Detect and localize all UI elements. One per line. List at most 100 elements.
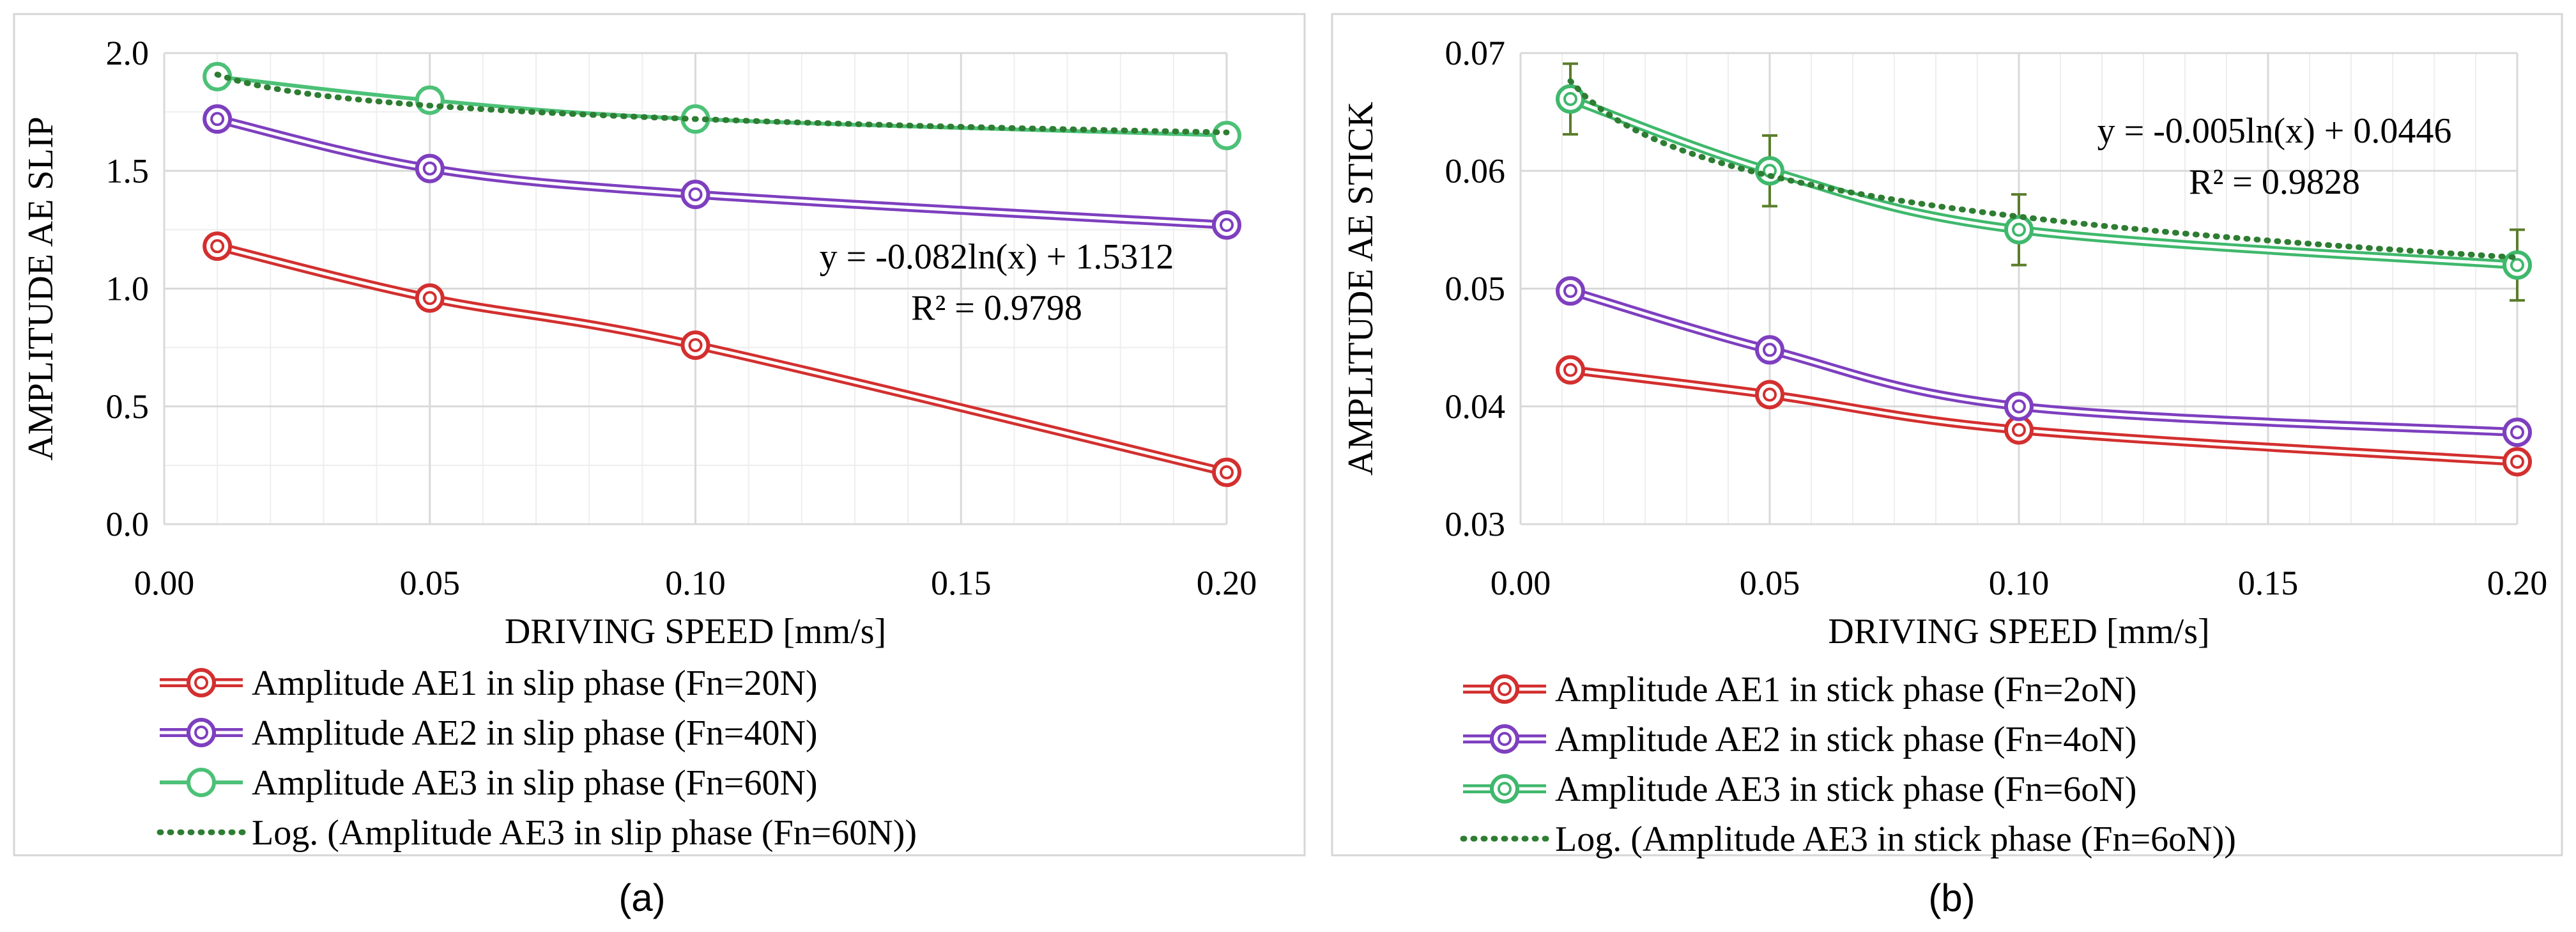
x-axis-title: DRIVING SPEED [mm/s]	[1828, 612, 2209, 651]
data-point	[680, 330, 710, 360]
data-point-inner	[1763, 387, 1777, 402]
data-point	[203, 231, 233, 261]
legend-swatch-marker-inner	[194, 676, 208, 690]
legend-label: Log. (Amplitude AE3 in slip phase (Fn=60…	[252, 813, 917, 853]
x-tick-label: 0.15	[2238, 564, 2299, 602]
legend-label: Amplitude AE2 in stick phase (Fn=4oN)	[1555, 720, 2136, 759]
y-axis-title: AMPLITUDE AE STICK	[1341, 102, 1381, 476]
legend-swatch-marker-inner	[1498, 732, 1512, 746]
data-point-inner	[2012, 222, 2026, 237]
data-point	[415, 283, 445, 313]
series-line-inner	[1568, 97, 2519, 267]
y-tick-label: 0.07	[1445, 34, 1506, 72]
chart-panel-a: 0.00 0.05 0.10 0.15 0.20 0.0 0.5 1.0 1.5 2.0 DRIVI…	[13, 13, 1306, 857]
legend-swatch-marker	[187, 668, 216, 697]
legend: Amplitude AE1 in slip phase (Fn=20N) Ampl…	[157, 664, 917, 853]
series-2	[1556, 276, 2532, 447]
data-point-inner	[2510, 258, 2524, 272]
data-point	[680, 180, 710, 210]
legend-item: Amplitude AE3 in slip phase (Fn=60N)	[160, 763, 818, 803]
data-point	[1755, 380, 1784, 410]
y-tick-label: 0.0	[106, 505, 150, 543]
data-point	[1212, 120, 1241, 150]
data-point-inner	[2510, 454, 2524, 469]
data-point	[1556, 355, 1585, 385]
x-axis-title: DRIVING SPEED [mm/s]	[505, 612, 886, 651]
legend-item: Amplitude AE1 in stick phase (Fn=2oN)	[1463, 670, 2136, 710]
x-tick-label: 0.05	[400, 564, 461, 602]
series-1	[1556, 355, 2532, 477]
data-point-inner	[1563, 284, 1577, 299]
trendline-equation: y = -0.082ln(x) + 1.5312	[820, 237, 1174, 277]
x-tick-label: 0.10	[1989, 564, 2050, 602]
x-tick-label: 0.05	[1740, 564, 1800, 602]
data-point	[1755, 335, 1784, 365]
y-tick-label: 0.5	[106, 387, 150, 426]
series-line-inner	[1568, 289, 2519, 434]
data-point-inner	[1563, 362, 1577, 377]
data-point-inner	[1563, 91, 1577, 106]
x-tick-label: 0.00	[1491, 564, 1551, 602]
data-point	[1556, 84, 1585, 114]
data-point	[2503, 250, 2532, 280]
legend-item: Log. (Amplitude AE3 in stick phase (Fn=6…	[1460, 819, 2236, 859]
y-tick-label: 1.0	[106, 270, 150, 308]
chart-panel-b: 0.00 0.05 0.10 0.15 0.20 0.03 0.04 0.05 0.06 0.07…	[1331, 13, 2563, 859]
x-tick-label: 0.20	[2487, 564, 2548, 602]
series-line-inner	[215, 244, 1229, 474]
x-tick-label: 0.20	[1197, 564, 1257, 602]
data-point	[415, 85, 445, 115]
legend: Amplitude AE1 in stick phase (Fn=2oN) Amp…	[1460, 670, 2236, 859]
legend-item: Amplitude AE2 in stick phase (Fn=4oN)	[1463, 720, 2136, 759]
series-line-inner	[1568, 368, 2519, 463]
legend-item: Amplitude AE2 in slip phase (Fn=40N)	[160, 713, 818, 753]
data-point	[1755, 156, 1784, 186]
data-point-inner	[1220, 465, 1234, 479]
x-tick-label: 0.00	[134, 564, 195, 602]
legend-label: Amplitude AE3 in stick phase (Fn=6oN)	[1555, 770, 2136, 809]
data-point-inner	[2510, 425, 2524, 440]
data-point	[2004, 391, 2034, 421]
legend-label: Log. (Amplitude AE3 in stick phase (Fn=6…	[1555, 819, 2236, 859]
x-tick-label: 0.15	[931, 564, 992, 602]
data-point	[2503, 417, 2532, 447]
legend-swatch-marker-inner	[1498, 782, 1512, 796]
trendline-r-squared: R² = 0.9798	[911, 288, 1082, 328]
y-tick-label: 0.03	[1445, 505, 1506, 543]
data-point-inner	[1220, 218, 1234, 233]
data-point	[1212, 457, 1241, 487]
legend-label: Amplitude AE3 in slip phase (Fn=60N)	[252, 763, 818, 803]
trendline-equation: y = -0.005ln(x) + 0.0446	[2097, 111, 2452, 151]
log-trendline	[1567, 78, 2520, 261]
y-axis-title: AMPLITUDE AE SLIP	[21, 116, 61, 460]
x-tick-label: 0.10	[665, 564, 726, 602]
data-point	[203, 104, 233, 134]
figure-caption-b: (b)	[1928, 876, 1975, 919]
data-point	[2503, 447, 2532, 477]
data-point-inner	[2012, 423, 2026, 437]
legend-swatch-marker	[187, 768, 216, 797]
data-point	[1212, 210, 1241, 240]
data-point-inner	[210, 112, 225, 127]
legend-swatch-marker-inner	[194, 726, 208, 740]
data-point-inner	[422, 291, 437, 306]
legend-item: Amplitude AE3 in stick phase (Fn=6oN)	[1463, 770, 2136, 809]
data-point-inner	[422, 161, 437, 176]
legend-swatch-marker	[1490, 774, 1519, 804]
data-point-inner	[210, 239, 225, 254]
data-point	[2004, 215, 2034, 245]
legend-swatch-marker	[187, 718, 216, 747]
legend-label: Amplitude AE2 in slip phase (Fn=40N)	[252, 713, 818, 753]
data-point	[415, 153, 445, 183]
chart-frame	[1331, 13, 2563, 857]
y-tick-label: 1.5	[106, 151, 150, 190]
data-point-inner	[1763, 343, 1777, 357]
legend-item: Log. (Amplitude AE3 in slip phase (Fn=60…	[157, 813, 917, 853]
figure-caption-a: (a)	[618, 876, 665, 919]
y-tick-label: 0.06	[1445, 151, 1506, 190]
y-tick-label: 0.05	[1445, 270, 1506, 308]
data-point-inner	[688, 187, 703, 202]
series-3	[1556, 62, 2532, 302]
legend-swatch-marker	[1490, 724, 1519, 754]
